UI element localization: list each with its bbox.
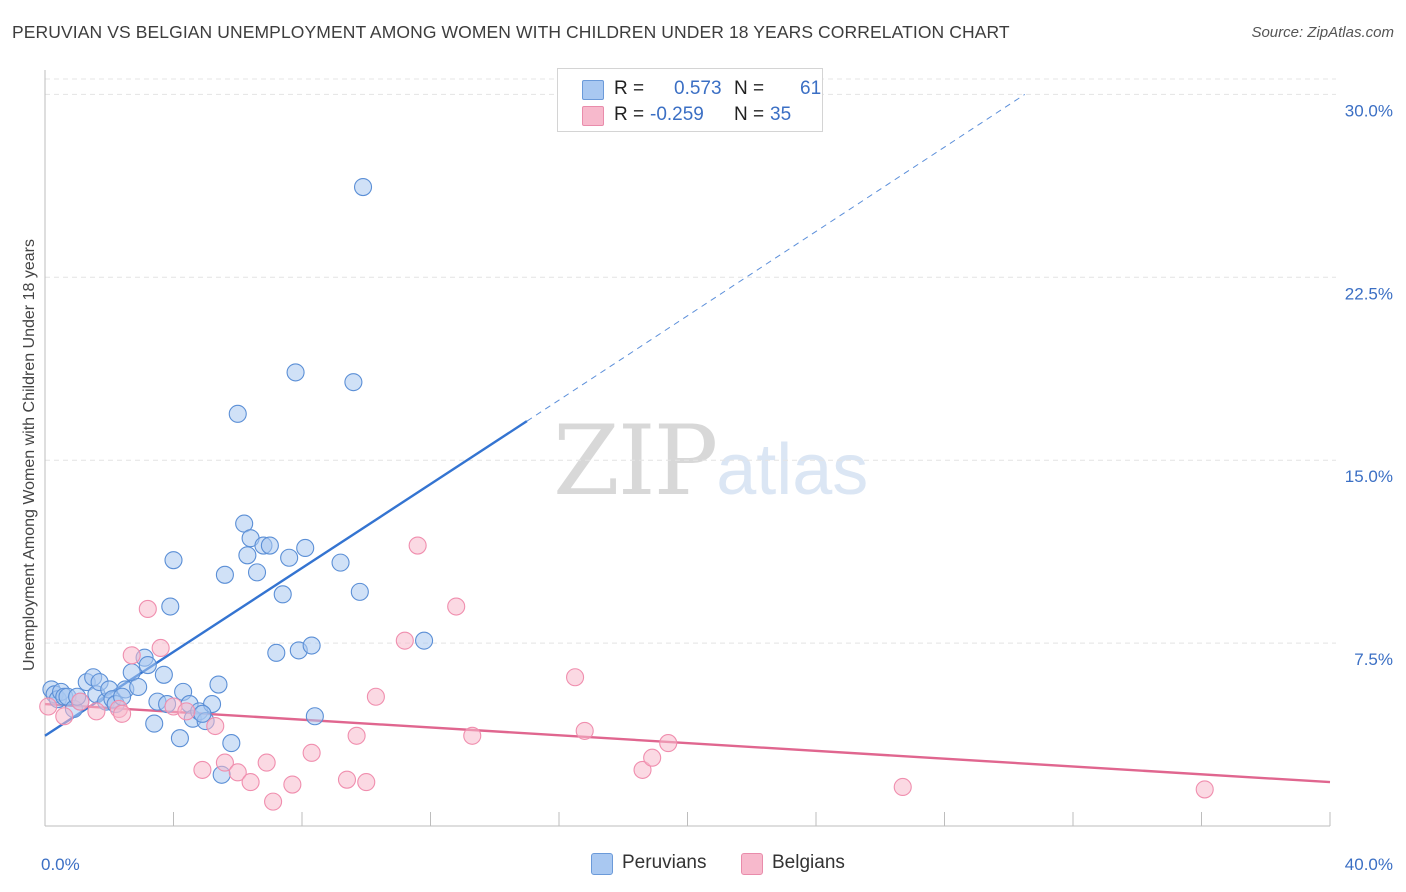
data-point-peruvians bbox=[350, 582, 369, 601]
data-point-peruvians bbox=[305, 707, 324, 726]
data-points bbox=[39, 178, 1214, 811]
data-point-belgians bbox=[1195, 780, 1214, 799]
trend-line-peruvians-extension bbox=[526, 93, 1026, 422]
data-point-peruvians bbox=[344, 373, 363, 392]
data-point-belgians bbox=[633, 760, 652, 779]
chart-title: PERUVIAN VS BELGIAN UNEMPLOYMENT AMONG W… bbox=[12, 22, 1010, 42]
data-point-belgians bbox=[138, 599, 157, 619]
correlation-legend: R = 0.573 N = 61 R = -0.259 N = 35 bbox=[557, 68, 823, 132]
data-point-peruvians bbox=[215, 565, 234, 584]
legend-n-label: N = bbox=[734, 104, 765, 125]
y-tick-label: 7.5% bbox=[1354, 650, 1393, 669]
data-point-belgians bbox=[643, 748, 662, 767]
legend-n-value-belgians: 35 bbox=[770, 104, 792, 125]
data-point-belgians bbox=[302, 743, 321, 762]
data-point-belgians bbox=[257, 753, 276, 772]
data-point-peruvians bbox=[170, 729, 189, 748]
axes bbox=[44, 70, 1331, 827]
legend-swatch-peruvians bbox=[591, 853, 613, 875]
data-point-peruvians bbox=[247, 563, 267, 582]
data-point-belgians bbox=[177, 702, 196, 721]
data-point-belgians bbox=[241, 773, 260, 792]
legend-label-belgians: Belgians bbox=[772, 852, 845, 873]
data-point-belgians bbox=[228, 763, 247, 782]
data-point-belgians bbox=[566, 668, 585, 687]
legend-n-value-peruvians: 61 bbox=[800, 78, 822, 99]
data-point-belgians bbox=[395, 631, 414, 650]
legend-swatch-belgians bbox=[741, 853, 763, 875]
data-point-belgians bbox=[283, 775, 302, 794]
x-tick-label-max: 40.0% bbox=[1345, 855, 1393, 874]
data-point-peruvians bbox=[260, 536, 279, 555]
data-point-belgians bbox=[347, 726, 366, 745]
data-point-belgians bbox=[206, 716, 225, 736]
data-point-belgians bbox=[264, 792, 283, 811]
data-point-peruvians bbox=[161, 597, 180, 616]
data-point-peruvians bbox=[209, 675, 228, 694]
data-point-belgians bbox=[408, 536, 427, 555]
data-point-belgians bbox=[55, 707, 74, 726]
data-point-peruvians bbox=[302, 636, 321, 655]
trend-lines bbox=[44, 93, 1331, 784]
data-point-belgians bbox=[71, 692, 90, 711]
y-tick-label: 15.0% bbox=[1345, 467, 1393, 486]
data-point-peruvians bbox=[353, 178, 373, 197]
data-point-peruvians bbox=[331, 553, 350, 572]
data-point-peruvians bbox=[296, 538, 315, 558]
data-point-belgians bbox=[447, 597, 466, 616]
legend-r-value-belgians: -0.259 bbox=[650, 104, 704, 125]
data-point-belgians bbox=[366, 687, 385, 706]
y-tick-label: 30.0% bbox=[1345, 101, 1393, 120]
data-point-peruvians bbox=[154, 665, 173, 684]
data-point-peruvians bbox=[193, 704, 212, 723]
data-point-belgians bbox=[87, 702, 106, 721]
data-point-peruvians bbox=[228, 404, 247, 423]
source-credit: Source: ZipAtlas.com bbox=[1251, 24, 1394, 41]
data-point-belgians bbox=[893, 777, 912, 797]
data-point-peruvians bbox=[415, 631, 434, 650]
data-point-belgians bbox=[463, 726, 482, 745]
data-point-peruvians bbox=[238, 546, 257, 565]
watermark-zip: ZIP bbox=[553, 405, 718, 517]
data-point-peruvians bbox=[222, 734, 241, 753]
y-tick-label: 22.5% bbox=[1345, 284, 1393, 303]
data-point-peruvians bbox=[267, 643, 286, 662]
legend-swatch-belgians bbox=[582, 106, 604, 126]
data-point-belgians bbox=[113, 704, 132, 723]
data-point-belgians bbox=[193, 760, 212, 779]
data-point-belgians bbox=[357, 773, 376, 792]
data-point-peruvians bbox=[138, 655, 157, 675]
tick-labels: 7.5% 15.0% 22.5% 30.0% 0.0% 40.0% bbox=[41, 101, 1393, 874]
legend-n-label: N = bbox=[734, 78, 765, 99]
data-point-peruvians bbox=[129, 677, 148, 697]
data-point-belgians bbox=[575, 721, 594, 740]
legend-r-value-peruvians: 0.573 bbox=[674, 78, 722, 99]
trend-line-belgians bbox=[44, 702, 1331, 784]
data-point-peruvians bbox=[286, 363, 305, 382]
data-point-peruvians bbox=[273, 585, 292, 604]
legend-swatch-peruvians bbox=[582, 80, 604, 100]
data-point-peruvians bbox=[280, 548, 299, 567]
watermark: ZIPatlas bbox=[553, 405, 868, 517]
data-point-peruvians bbox=[164, 551, 183, 570]
legend-label-peruvians: Peruvians bbox=[622, 852, 707, 873]
x-tick-label-min: 0.0% bbox=[41, 855, 80, 874]
legend-r-label: R = bbox=[614, 104, 645, 125]
legend-r-label: R = bbox=[614, 78, 645, 99]
data-point-peruvians bbox=[145, 714, 164, 733]
data-point-belgians bbox=[215, 753, 234, 772]
watermark-atlas: atlas bbox=[716, 430, 869, 510]
data-point-belgians bbox=[122, 646, 141, 665]
data-point-belgians bbox=[337, 770, 357, 789]
data-point-belgians bbox=[39, 697, 58, 716]
data-point-belgians bbox=[151, 638, 170, 658]
data-point-belgians bbox=[659, 734, 678, 753]
gridlines bbox=[45, 78, 1336, 644]
